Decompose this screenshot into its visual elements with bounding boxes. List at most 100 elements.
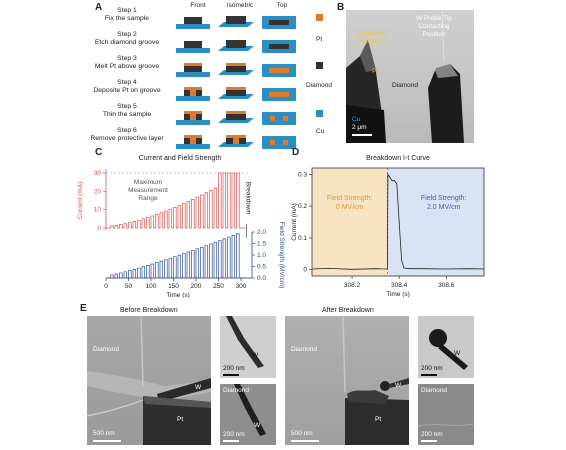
field-tick-label: 1.5 <box>257 241 266 248</box>
w-label-small-before: W <box>252 352 259 359</box>
field-tick-label: 2.0 <box>257 229 266 236</box>
x-axis-label: Time (s) <box>386 291 410 298</box>
chart-d-title: Breakdown I-t Curve <box>366 155 430 162</box>
top-dot-left <box>270 116 275 121</box>
y-tick-label: 0 <box>303 267 307 274</box>
col-top: Top <box>276 2 288 9</box>
front-diamond <box>184 65 202 72</box>
tem-before-large: Diamond W Pt 500 nm <box>87 316 211 445</box>
field-axis-label: Field Strength (MV/cm) <box>278 222 285 289</box>
front-cu-base <box>176 48 210 53</box>
iso-pt-groove <box>233 138 239 144</box>
tem-image-b: W Probe Tip Contacting Position Conducti… <box>346 10 474 143</box>
step-desc: Deposite Pt on groove <box>93 86 161 94</box>
tem-before-small-bottom: Diamond W 200 nm <box>220 384 276 445</box>
panel-c-letter: C <box>95 147 103 158</box>
top-dot-right <box>283 140 288 145</box>
field-tick-label: 1.0 <box>257 252 266 259</box>
y-axis-label: Current (mA) <box>291 203 298 241</box>
probe-annotation: W Probe Tip Contacting Position <box>416 15 452 38</box>
step-title: Step 4 <box>117 79 137 86</box>
w-label-small-after: W <box>454 350 461 357</box>
scale-bar-b <box>352 134 372 136</box>
front-cu-base <box>176 72 210 77</box>
pt-label-after: Pt <box>375 416 382 423</box>
top-strip <box>269 20 289 25</box>
max-range-label: Measurement <box>128 187 168 194</box>
diamond-label-small-before: Diamond <box>223 387 250 394</box>
x-tick-label: 200 <box>191 283 202 290</box>
pt-swatch <box>316 14 323 21</box>
diamond-swatch <box>316 62 323 69</box>
scale-bar-small-after-top <box>421 374 437 376</box>
scale-label-b: 2 μm <box>352 124 367 131</box>
scale-label-small-after-top: 200 nm <box>421 365 443 372</box>
front-pt-groove <box>190 137 196 144</box>
region-left-label: 0 MV/cm <box>336 204 364 211</box>
region-2mv <box>387 168 484 276</box>
step-3: Step 3 Melt Pt above groove <box>84 55 170 70</box>
after-title: After Breakdown <box>322 307 374 314</box>
field-series-line <box>106 233 246 279</box>
diamond-label-small-after: Diamond <box>421 387 448 394</box>
panel-b-letter: B <box>337 2 345 13</box>
step-title: Step 3 <box>117 55 137 62</box>
region-right-label: Field Strength: <box>421 195 467 202</box>
field-tick-label: 0.5 <box>257 264 266 271</box>
x-tick-label: 300 <box>236 283 247 290</box>
iso-pt <box>226 87 246 90</box>
region-0mv <box>312 168 388 276</box>
scale-bar-small-before-top <box>223 374 239 376</box>
y-tick-label: 0.2 <box>298 203 307 210</box>
iso-diamond <box>226 40 246 48</box>
front-diamond <box>184 17 202 24</box>
top-strip <box>269 68 289 73</box>
panel-d-letter: D <box>292 147 300 158</box>
current-series-line <box>106 172 246 229</box>
iso-pt <box>226 135 246 138</box>
scale-bar-after <box>291 440 319 442</box>
iso-diamond <box>226 88 246 96</box>
iso-diamond <box>226 16 246 24</box>
w-label-after: W <box>395 382 402 389</box>
cu-swatch <box>316 110 323 117</box>
top-strip <box>269 92 289 97</box>
cu-legend-label: Cu <box>316 128 325 135</box>
panel-a-letter: A <box>95 2 103 13</box>
top-cu <box>262 136 296 149</box>
iso-diamond <box>226 64 246 72</box>
iso-pt <box>226 63 246 66</box>
scale-label-after: 500 nm <box>291 430 313 437</box>
front-pt-groove <box>190 113 196 120</box>
top-dot-right <box>283 116 288 121</box>
step-desc: Fix the sample <box>104 14 150 22</box>
diamond-label-before: Diamond <box>93 346 120 353</box>
x-tick-label: 308.4 <box>391 282 408 289</box>
front-cu-base <box>176 120 210 125</box>
scale-label-small-after-bottom: 200 nm <box>421 431 443 438</box>
x-axis-label: Time (s) <box>166 292 190 298</box>
chart-current-field: Current and Field Strength 0 10 20 30 Current… <box>77 155 285 298</box>
scale-label-before: 500 nm <box>93 430 115 437</box>
col-front: Front <box>190 2 206 9</box>
region-left-label: Field Strength: <box>327 195 373 202</box>
max-range-label: Range <box>138 195 158 202</box>
x-tick-label: 50 <box>125 283 133 290</box>
col-isometric: Isometric <box>226 2 254 9</box>
tem-after-small-top: W 200 nm <box>418 316 474 378</box>
front-pt-groove <box>190 89 196 96</box>
scale-bar-before <box>93 440 121 442</box>
field-tick-label: 0.0 <box>257 275 266 282</box>
current-tick-label: 10 <box>94 207 102 214</box>
conductive-annotation: Conductive Pathways <box>355 30 389 45</box>
diamond-annotation: Diamond <box>392 82 419 89</box>
step-desc: Thin the sample <box>102 110 152 118</box>
breakdown-label: Breakdown <box>244 182 251 215</box>
front-cu-base <box>176 96 210 101</box>
x-tick-label: 250 <box>213 283 224 290</box>
max-range-label: Maximum <box>134 179 162 186</box>
tem-after-small-bottom: Diamond 200 nm <box>418 384 474 445</box>
panel-e-letter: E <box>80 303 87 314</box>
x-tick-label: 308.6 <box>438 282 455 289</box>
step-title: Step 6 <box>117 127 137 134</box>
